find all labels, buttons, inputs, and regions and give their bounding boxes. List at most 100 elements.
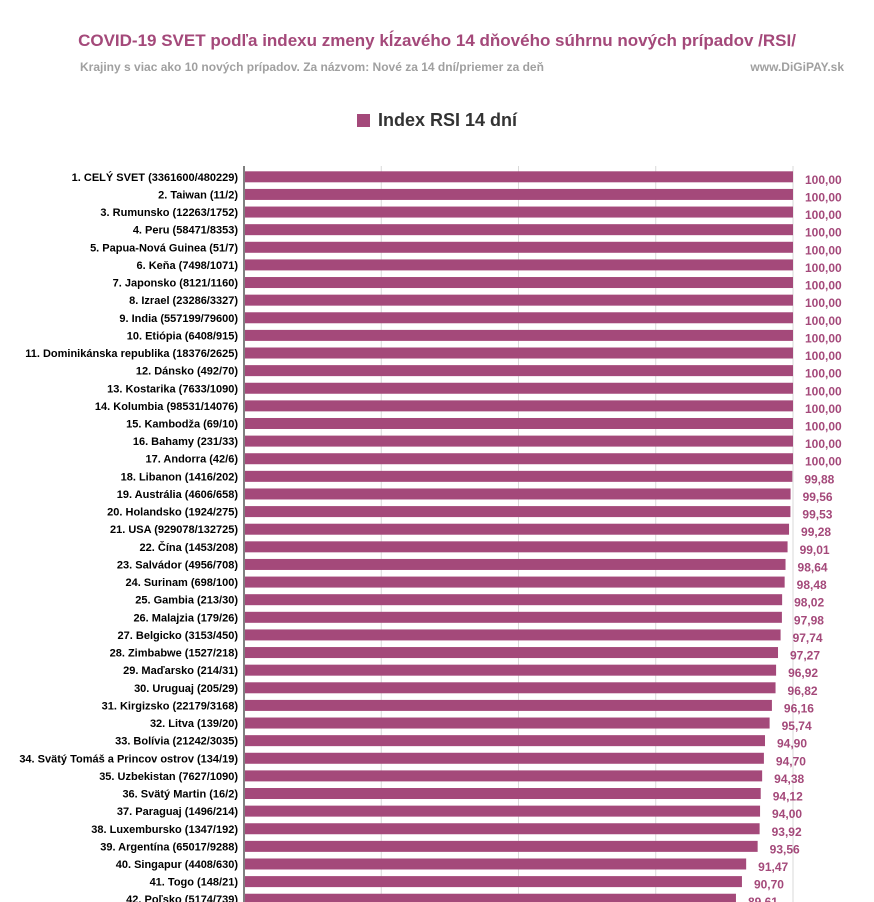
category-label: 10. Etiópia (6408/915)	[127, 330, 239, 342]
bar	[245, 823, 760, 835]
bar	[245, 664, 777, 676]
bar	[245, 541, 788, 553]
data-label: 100,00	[805, 261, 842, 275]
category-label: 3. Rumunsko (12263/1752)	[100, 207, 238, 219]
category-label: 33. Bolívia (21242/3035)	[115, 736, 238, 748]
category-label: 5. Papua-Nová Guinea (51/7)	[90, 242, 238, 254]
category-label: 27. Belgicko (3153/450)	[118, 630, 239, 642]
bar	[245, 365, 793, 377]
bar	[245, 417, 793, 429]
data-label: 99,56	[803, 490, 833, 504]
bar	[245, 400, 793, 412]
category-label: 2. Taiwan (11/2)	[158, 189, 238, 201]
category-label: 41. Togo (148/21)	[150, 877, 239, 889]
category-label: 7. Japonsko (8121/1160)	[113, 278, 239, 290]
data-label: 99,88	[804, 472, 834, 486]
category-label: 31. Kirgizsko (22179/3168)	[102, 700, 239, 712]
bar	[245, 576, 785, 588]
category-label: 40. Singapur (4408/630)	[116, 859, 239, 871]
category-label: 23. Salvádor (4956/708)	[117, 559, 238, 571]
data-label: 90,70	[754, 878, 784, 892]
bar	[245, 893, 736, 902]
data-label: 100,00	[805, 419, 842, 433]
bar	[245, 277, 793, 289]
category-label: 38. Luxembursko (1347/192)	[91, 824, 238, 836]
data-label: 91,47	[758, 860, 788, 874]
category-label: 42. Poľsko (5174/739)	[126, 894, 238, 902]
category-label: 4. Peru (58471/8353)	[133, 225, 239, 237]
data-label: 100,00	[805, 243, 842, 257]
chart-title: COVID-19 SVET podľa indexu zmeny kĺzavéh…	[78, 31, 796, 50]
category-label: 37. Paraguaj (1496/214)	[117, 806, 238, 818]
data-label: 100,00	[805, 208, 842, 222]
data-label: 100,00	[805, 384, 842, 398]
data-label: 100,00	[805, 296, 842, 310]
data-label: 89,61	[748, 895, 778, 902]
data-label: 94,70	[776, 754, 806, 768]
category-label: 36. Svätý Martin (16/2)	[122, 789, 238, 801]
data-label: 100,00	[805, 367, 842, 381]
bar	[245, 453, 793, 465]
data-label: 94,38	[774, 772, 804, 786]
category-label: 19. Austrália (4606/658)	[117, 489, 239, 501]
data-label: 94,90	[777, 737, 807, 751]
bar	[245, 470, 793, 482]
bar	[245, 752, 764, 764]
category-label: 21. USA (929078/132725)	[110, 524, 238, 536]
category-label: 11. Dominikánska republika (18376/2625)	[25, 348, 238, 360]
category-label: 34. Svätý Tomáš a Princov ostrov (134/19…	[19, 753, 238, 765]
bar	[245, 840, 758, 852]
data-label: 96,16	[784, 701, 814, 715]
data-label: 96,92	[788, 666, 818, 680]
bar	[245, 594, 783, 606]
bar	[245, 329, 793, 341]
category-label: 26. Malajzia (179/26)	[133, 612, 238, 624]
bar	[245, 312, 793, 324]
bar	[245, 347, 793, 359]
category-label: 14. Kolumbia (98531/14076)	[95, 401, 238, 413]
category-label: 13. Kostarika (7633/1090)	[107, 383, 238, 395]
chart-subtitle: Krajiny s viac ako 10 nových prípadov. Z…	[80, 60, 544, 74]
data-label: 96,82	[788, 684, 818, 698]
category-label: 15. Kambodža (69/10)	[126, 418, 238, 430]
bar	[245, 294, 793, 306]
legend: Index RSI 14 dní	[0, 110, 874, 131]
bar	[245, 382, 793, 394]
bar	[245, 629, 781, 641]
bar	[245, 488, 791, 500]
data-label: 100,00	[805, 331, 842, 345]
category-label: 1. CELÝ SVET (3361600/480229)	[72, 171, 239, 184]
category-label: 25. Gambia (213/30)	[135, 595, 238, 607]
bar	[245, 558, 786, 570]
data-label: 97,98	[794, 613, 824, 627]
category-label: 9. India (557199/79600)	[119, 313, 238, 325]
category-label: 22. Čína (1453/208)	[140, 541, 239, 554]
bar	[245, 699, 772, 711]
category-label: 24. Surinam (698/100)	[125, 577, 238, 589]
category-label: 18. Libanon (1416/202)	[121, 471, 239, 483]
bar	[245, 171, 793, 183]
category-label: 28. Zimbabwe (1527/218)	[110, 648, 239, 660]
bar	[245, 647, 779, 659]
legend-label: Index RSI 14 dní	[377, 110, 518, 130]
data-label: 99,53	[802, 508, 832, 522]
source-credit: www.DiGiPAY.sk	[750, 60, 844, 74]
category-label: 29. Maďarsko (214/31)	[123, 665, 238, 677]
data-label: 97,27	[790, 649, 820, 663]
data-label: 93,92	[772, 825, 802, 839]
bar	[245, 682, 776, 694]
data-label: 98,64	[798, 560, 828, 574]
data-label: 95,74	[782, 719, 812, 733]
bar	[245, 717, 770, 729]
bar	[245, 506, 791, 518]
bar	[245, 259, 793, 271]
data-label: 99,28	[801, 525, 831, 539]
bar	[245, 224, 793, 236]
data-label: 98,02	[794, 596, 824, 610]
category-label: 20. Holandsko (1924/275)	[107, 507, 238, 519]
data-label: 97,74	[793, 631, 823, 645]
bar	[245, 735, 766, 747]
legend-swatch	[356, 114, 370, 127]
category-label: 12. Dánsko (492/70)	[136, 366, 238, 378]
bar	[245, 805, 761, 817]
